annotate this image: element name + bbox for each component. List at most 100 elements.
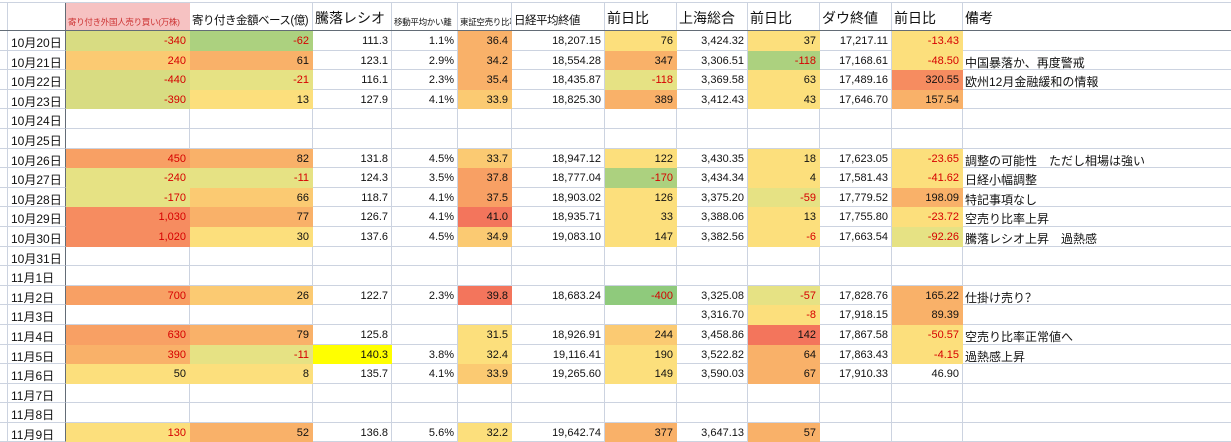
cell-short-ratio[interactable]: 33.9 bbox=[458, 364, 512, 384]
date-cell[interactable]: 10月29日 bbox=[8, 207, 66, 227]
cell-shanghai[interactable]: 3,424.32 bbox=[677, 31, 748, 51]
cell-short-ratio[interactable]: 33.9 bbox=[458, 89, 512, 110]
cell-foreign-shares[interactable] bbox=[66, 109, 190, 129]
cell-shanghai-change[interactable]: 4 bbox=[748, 168, 820, 188]
cell-nikkei-close[interactable] bbox=[512, 266, 605, 286]
cell-ratio[interactable]: 140.3 bbox=[313, 344, 392, 365]
date-cell[interactable]: 10月20日 bbox=[8, 31, 66, 51]
row-margin-cell[interactable] bbox=[0, 305, 8, 325]
cell-ma-deviation[interactable]: 4.5% bbox=[392, 148, 458, 169]
cell-dow-close[interactable]: 17,828.76 bbox=[820, 285, 892, 306]
row-margin-cell[interactable] bbox=[0, 344, 8, 365]
cell-ma-deviation[interactable]: 3.8% bbox=[392, 344, 458, 365]
date-cell[interactable]: 10月23日 bbox=[8, 89, 66, 110]
cell-short-ratio[interactable]: 41.0 bbox=[458, 207, 512, 227]
cell-dow-change[interactable]: 157.54 bbox=[892, 89, 963, 110]
cell-shanghai-change[interactable] bbox=[748, 128, 820, 149]
cell-shanghai[interactable]: 3,316.70 bbox=[677, 305, 748, 325]
cell-dow-change[interactable]: -23.72 bbox=[892, 207, 963, 227]
cell-nikkei-close[interactable]: 18,435.87 bbox=[512, 70, 605, 90]
cell-short-ratio[interactable]: 37.8 bbox=[458, 168, 512, 188]
date-cell[interactable]: 10月24日 bbox=[8, 109, 66, 129]
cell-foreign-shares[interactable]: -240 bbox=[66, 168, 190, 188]
cell-nikkei-change[interactable]: 122 bbox=[605, 148, 677, 169]
cell-nikkei-close[interactable] bbox=[512, 403, 605, 423]
row-margin-cell[interactable] bbox=[0, 383, 8, 404]
cell-ratio[interactable] bbox=[313, 246, 392, 267]
cell-shanghai-change[interactable]: 63 bbox=[748, 70, 820, 90]
cell-memo[interactable] bbox=[963, 247, 1231, 267]
date-cell[interactable]: 10月26日 bbox=[8, 148, 66, 169]
cell-ma-deviation[interactable]: 2.3% bbox=[392, 285, 458, 306]
header-nikkei-change[interactable]: 前日比 bbox=[605, 3, 677, 30]
row-margin-cell[interactable] bbox=[0, 168, 8, 188]
cell-ma-deviation[interactable] bbox=[392, 128, 458, 149]
cell-shanghai[interactable]: 3,590.03 bbox=[677, 364, 748, 384]
cell-dow-change[interactable] bbox=[892, 128, 963, 149]
cell-nikkei-change[interactable]: -400 bbox=[605, 285, 677, 306]
cell-short-ratio[interactable] bbox=[458, 383, 512, 404]
cell-ratio[interactable]: 137.6 bbox=[313, 226, 392, 247]
cell-shanghai[interactable]: 3,388.06 bbox=[677, 207, 748, 227]
cell-dow-close[interactable]: 17,168.61 bbox=[820, 50, 892, 71]
cell-dow-close[interactable] bbox=[820, 403, 892, 423]
cell-amount-base[interactable] bbox=[190, 109, 313, 129]
cell-ratio[interactable]: 122.7 bbox=[313, 285, 392, 306]
cell-dow-close[interactable]: 17,581.43 bbox=[820, 168, 892, 188]
cell-shanghai[interactable]: 3,325.08 bbox=[677, 285, 748, 306]
header-ratio[interactable]: 騰落レシオ bbox=[313, 3, 392, 30]
cell-shanghai[interactable] bbox=[677, 109, 748, 129]
cell-nikkei-change[interactable]: 126 bbox=[605, 187, 677, 208]
cell-nikkei-close[interactable]: 18,777.04 bbox=[512, 168, 605, 188]
cell-shanghai[interactable] bbox=[677, 403, 748, 423]
cell-nikkei-close[interactable]: 19,642.74 bbox=[512, 422, 605, 442]
cell-foreign-shares[interactable]: -440 bbox=[66, 70, 190, 90]
cell-nikkei-change[interactable] bbox=[605, 266, 677, 286]
cell-ma-deviation[interactable] bbox=[392, 324, 458, 345]
header-date-cell[interactable] bbox=[8, 3, 66, 30]
cell-dow-change[interactable]: -4.15 bbox=[892, 344, 963, 365]
cell-dow-close[interactable]: 17,623.05 bbox=[820, 148, 892, 169]
row-margin-cell[interactable] bbox=[0, 266, 8, 286]
cell-shanghai-change[interactable] bbox=[748, 403, 820, 423]
cell-short-ratio[interactable] bbox=[458, 305, 512, 325]
cell-shanghai[interactable]: 3,458.86 bbox=[677, 324, 748, 345]
cell-ma-deviation[interactable]: 2.9% bbox=[392, 50, 458, 71]
cell-short-ratio[interactable]: 31.5 bbox=[458, 324, 512, 345]
cell-shanghai-change[interactable] bbox=[748, 383, 820, 404]
date-cell[interactable]: 10月25日 bbox=[8, 128, 66, 149]
cell-nikkei-change[interactable]: 33 bbox=[605, 207, 677, 227]
cell-shanghai-change[interactable]: 142 bbox=[748, 324, 820, 345]
cell-foreign-shares[interactable]: 240 bbox=[66, 50, 190, 71]
header-dow-change[interactable]: 前日比 bbox=[892, 3, 963, 30]
cell-memo[interactable] bbox=[963, 364, 1231, 384]
cell-ratio[interactable]: 124.3 bbox=[313, 168, 392, 188]
row-margin-cell[interactable] bbox=[0, 364, 8, 384]
cell-foreign-shares[interactable]: 450 bbox=[66, 148, 190, 169]
cell-ratio[interactable]: 123.1 bbox=[313, 50, 392, 71]
row-margin-cell[interactable] bbox=[0, 31, 8, 51]
cell-nikkei-change[interactable]: 76 bbox=[605, 31, 677, 51]
cell-shanghai-change[interactable]: -6 bbox=[748, 226, 820, 247]
cell-nikkei-change[interactable] bbox=[605, 109, 677, 129]
cell-nikkei-change[interactable] bbox=[605, 305, 677, 325]
cell-amount-base[interactable]: 82 bbox=[190, 148, 313, 169]
cell-shanghai-change[interactable]: 67 bbox=[748, 364, 820, 384]
cell-shanghai-change[interactable]: 43 bbox=[748, 89, 820, 110]
cell-shanghai[interactable]: 3,430.35 bbox=[677, 148, 748, 169]
cell-memo[interactable] bbox=[963, 90, 1231, 110]
cell-dow-change[interactable] bbox=[892, 246, 963, 267]
cell-ma-deviation[interactable]: 2.3% bbox=[392, 70, 458, 90]
cell-memo[interactable]: 調整の可能性 ただし相場は強い bbox=[963, 149, 1231, 169]
cell-dow-close[interactable] bbox=[820, 128, 892, 149]
cell-amount-base[interactable]: 30 bbox=[190, 226, 313, 247]
cell-dow-change[interactable]: 89.39 bbox=[892, 305, 963, 325]
cell-nikkei-change[interactable]: 377 bbox=[605, 422, 677, 442]
cell-amount-base[interactable]: -21 bbox=[190, 70, 313, 90]
cell-ma-deviation[interactable]: 3.5% bbox=[392, 168, 458, 188]
cell-short-ratio[interactable]: 37.5 bbox=[458, 187, 512, 208]
cell-memo[interactable] bbox=[963, 384, 1231, 404]
cell-nikkei-close[interactable] bbox=[512, 109, 605, 129]
cell-foreign-shares[interactable] bbox=[66, 383, 190, 404]
cell-shanghai-change[interactable]: 57 bbox=[748, 422, 820, 442]
